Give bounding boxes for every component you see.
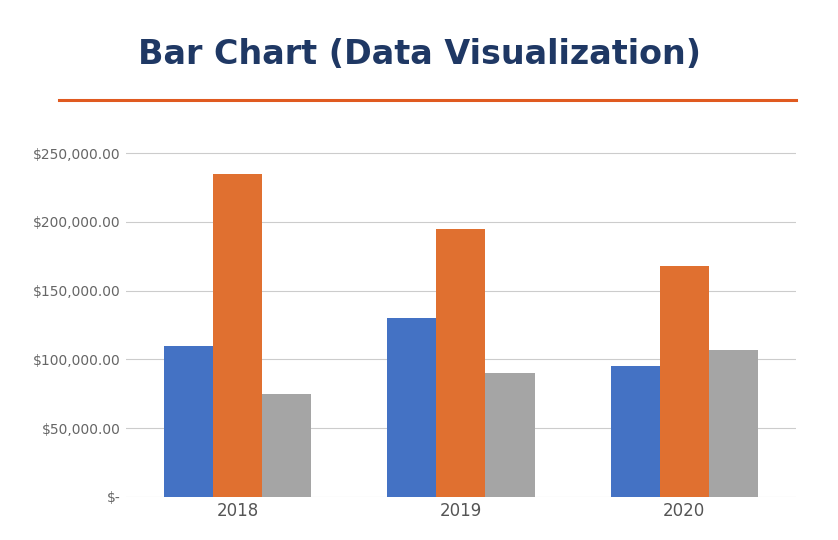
Text: Bar Chart (Data Visualization): Bar Chart (Data Visualization) (137, 38, 701, 71)
Bar (437, 229, 485, 497)
Bar (262, 394, 311, 497)
Bar (709, 350, 758, 497)
Bar (611, 366, 660, 497)
Bar (213, 174, 262, 497)
Bar (387, 318, 437, 497)
Bar (163, 346, 213, 497)
Bar (660, 266, 709, 497)
Bar (485, 373, 535, 497)
